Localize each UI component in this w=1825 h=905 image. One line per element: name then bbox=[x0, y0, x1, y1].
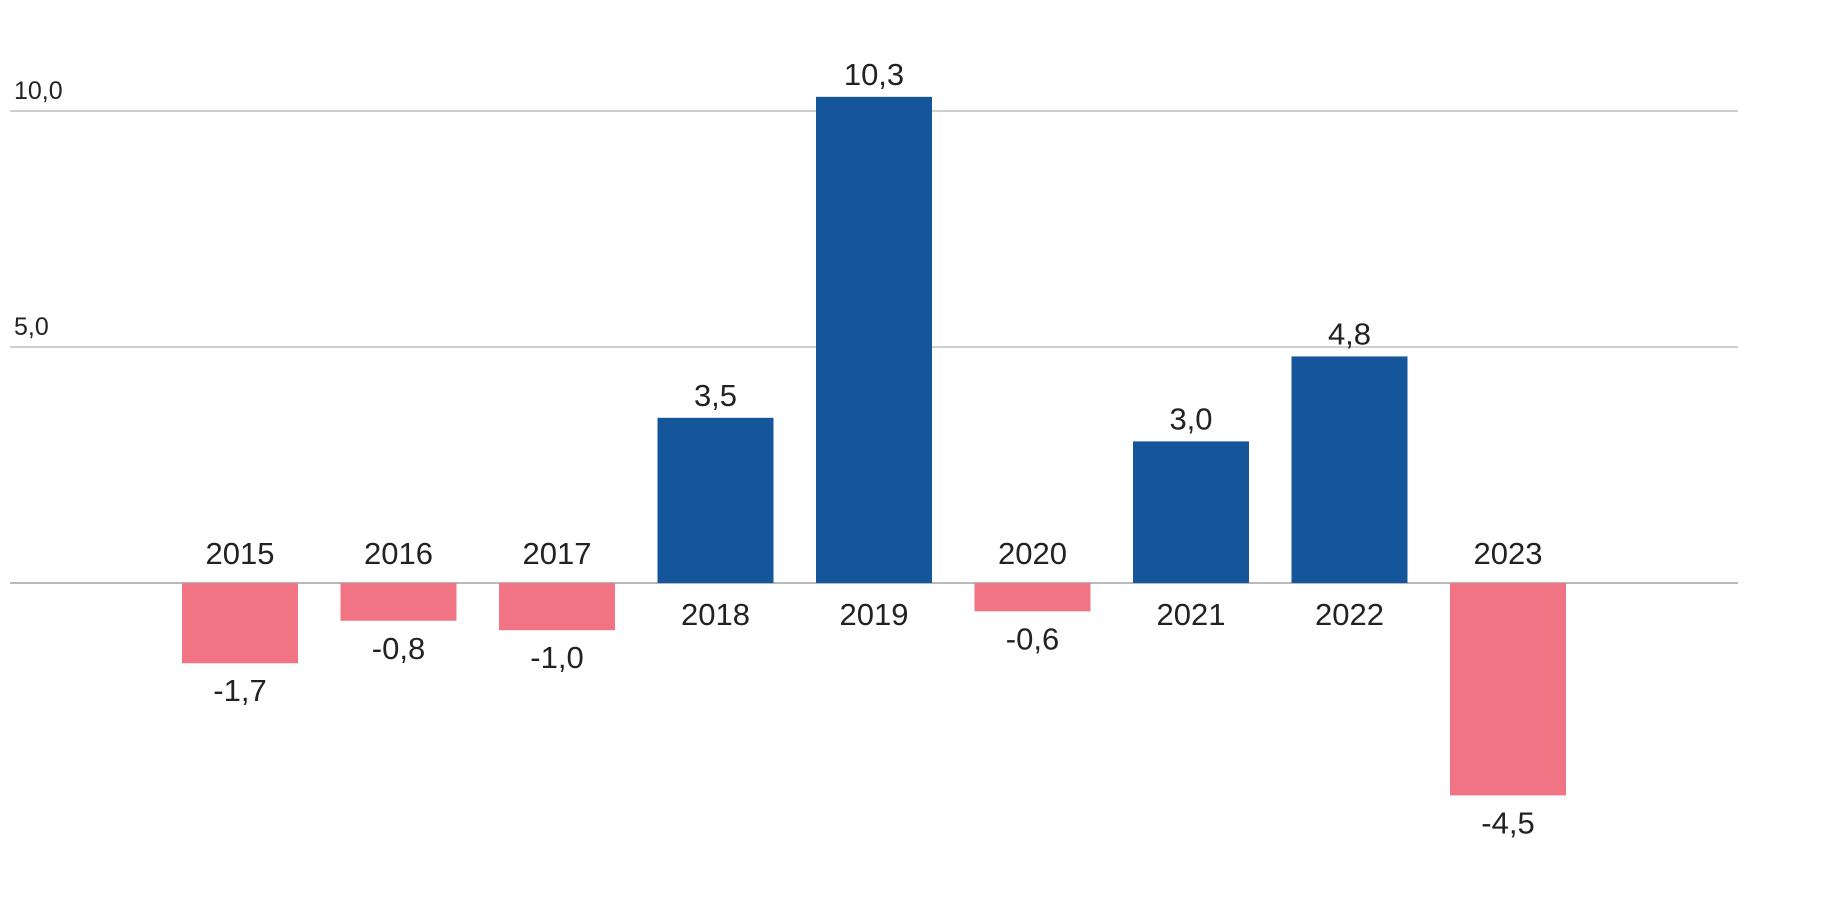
data-label: 10,3 bbox=[844, 57, 904, 92]
category-label: 2021 bbox=[1157, 597, 1226, 632]
data-label: -0,6 bbox=[1006, 621, 1059, 656]
bar-2022 bbox=[1291, 356, 1408, 583]
bar-2021 bbox=[1133, 441, 1249, 583]
category-label: 2020 bbox=[998, 536, 1067, 571]
data-label: 4,8 bbox=[1328, 316, 1371, 351]
bar-2017 bbox=[499, 583, 615, 631]
category-label: 2019 bbox=[840, 597, 909, 632]
data-label: -4,5 bbox=[1481, 805, 1534, 840]
category-label: 2022 bbox=[1315, 597, 1384, 632]
data-label: 3,5 bbox=[694, 378, 737, 413]
bar-2015 bbox=[182, 583, 298, 664]
labels: 5,0 10,0 -1,7 2015 -0,8 2016 -1,0 2017 3,5 2018 10… bbox=[14, 57, 1542, 841]
bar-2016 bbox=[340, 583, 457, 621]
data-label: 3,0 bbox=[1169, 401, 1212, 436]
category-label: 2023 bbox=[1474, 536, 1543, 571]
bar-2019 bbox=[816, 96, 932, 583]
bar-2018 bbox=[657, 417, 774, 583]
data-label: -1,7 bbox=[213, 673, 266, 708]
bar-2023 bbox=[1450, 583, 1566, 796]
bars bbox=[182, 96, 1566, 796]
category-label: 2018 bbox=[681, 597, 750, 632]
data-label: -0,8 bbox=[372, 631, 425, 666]
y-tick-label: 5,0 bbox=[14, 313, 49, 341]
data-label: -1,0 bbox=[530, 640, 583, 675]
category-label: 2015 bbox=[206, 536, 275, 571]
category-label: 2016 bbox=[364, 536, 433, 571]
category-label: 2017 bbox=[523, 536, 592, 571]
bar-2020 bbox=[974, 583, 1091, 612]
y-tick-label: 10,0 bbox=[14, 77, 63, 105]
